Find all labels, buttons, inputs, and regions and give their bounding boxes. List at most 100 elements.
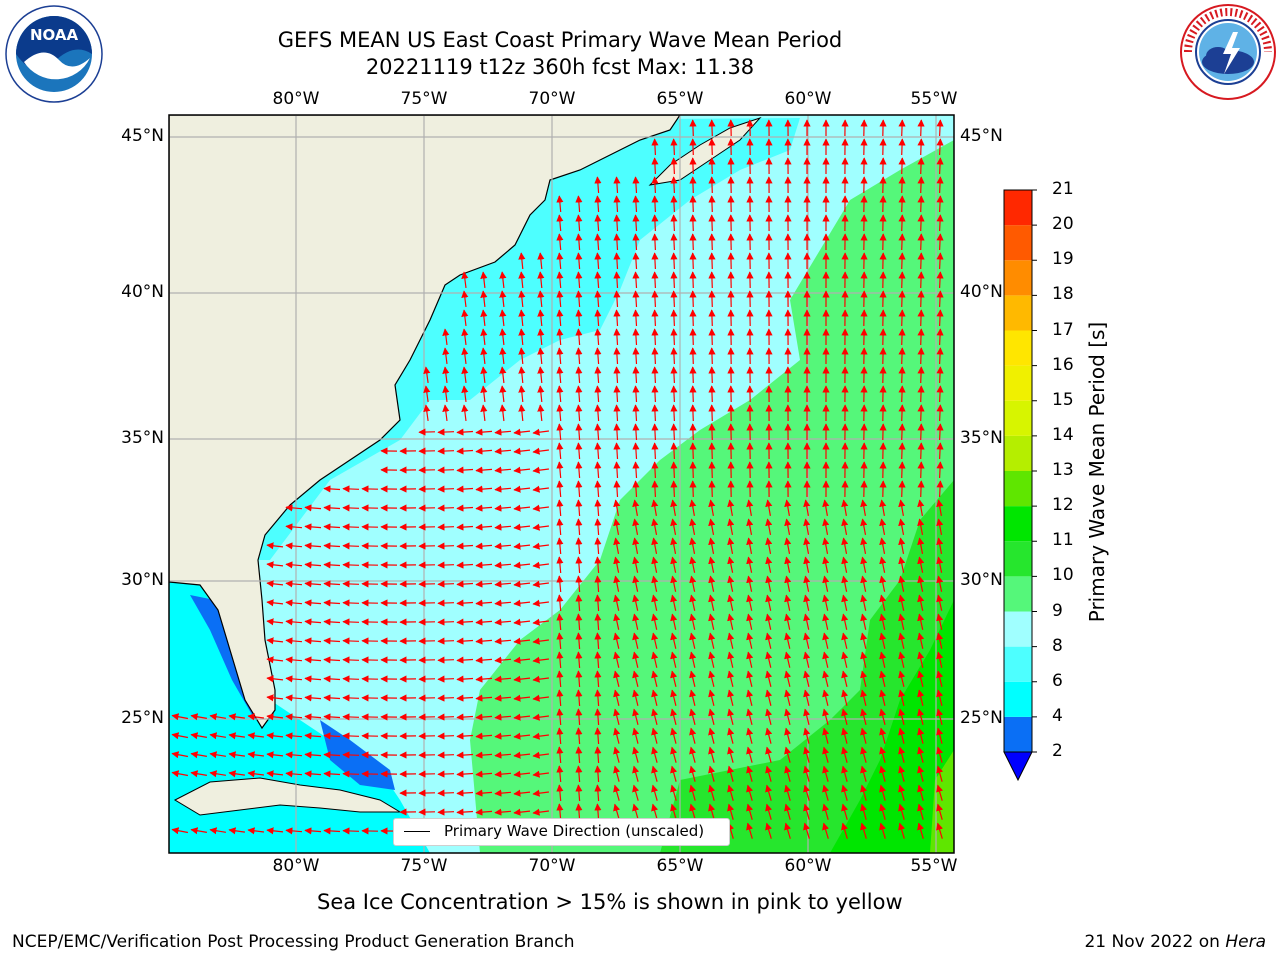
wave-direction-arrow <box>475 808 493 816</box>
wave-direction-arrow <box>689 271 697 289</box>
wave-direction-arrow <box>917 822 925 839</box>
wave-direction-arrow <box>708 651 716 668</box>
wave-direction-arrow <box>670 518 678 536</box>
colorbar-tick-label: 14 <box>1052 424 1074 445</box>
wave-direction-arrow <box>670 252 678 270</box>
wave-direction-arrow <box>651 784 659 801</box>
wave-direction-arrow <box>518 404 526 422</box>
wave-direction-arrow <box>247 827 264 835</box>
wave-direction-arrow <box>727 499 735 517</box>
wave-direction-arrow <box>480 347 488 364</box>
wave-direction-arrow <box>437 428 455 436</box>
wave-direction-arrow <box>841 651 849 668</box>
wave-direction-arrow <box>708 765 716 782</box>
wave-direction-arrow <box>423 404 431 421</box>
wave-direction-arrow <box>494 713 512 721</box>
wave-direction-arrow <box>285 827 303 835</box>
wave-direction-arrow <box>532 656 549 664</box>
wave-direction-arrow <box>613 746 621 763</box>
wave-direction-arrow <box>841 537 849 555</box>
colorbar-segment <box>1004 295 1032 331</box>
wave-direction-arrow <box>494 542 512 550</box>
footer-machine: Hera <box>1225 932 1266 952</box>
wave-direction-arrow <box>860 632 868 649</box>
wave-direction-arrow <box>879 518 887 536</box>
wave-direction-arrow <box>594 176 602 194</box>
wave-direction-arrow <box>708 442 716 460</box>
wave-direction-arrow <box>437 618 455 626</box>
wave-direction-arrow <box>518 328 526 346</box>
wave-direction-arrow <box>513 599 531 607</box>
wave-direction-arrow <box>898 138 906 156</box>
wave-direction-arrow <box>917 765 925 782</box>
wave-direction-arrow <box>841 727 849 744</box>
wave-direction-arrow <box>670 784 678 801</box>
wave-direction-arrow <box>841 784 849 801</box>
wave-direction-arrow <box>746 727 754 744</box>
lat-label-left: 45°N <box>121 126 164 146</box>
wave-direction-arrow <box>266 751 284 759</box>
wave-direction-arrow <box>689 195 697 213</box>
wave-direction-arrow <box>708 613 716 630</box>
wave-direction-arrow <box>556 689 564 707</box>
wave-direction-arrow <box>651 670 659 687</box>
wave-direction-arrow <box>689 214 697 232</box>
wave-direction-arrow <box>670 347 678 365</box>
wave-direction-arrow <box>556 727 564 745</box>
wave-direction-arrow <box>917 670 925 687</box>
wave-direction-arrow <box>594 613 602 631</box>
wave-direction-arrow <box>689 575 697 592</box>
wave-direction-arrow <box>898 803 906 820</box>
wave-direction-arrow <box>594 632 602 650</box>
wave-direction-arrow <box>879 594 887 611</box>
wave-direction-arrow <box>632 233 640 251</box>
wave-direction-arrow <box>594 461 602 479</box>
wave-direction-arrow <box>304 675 322 683</box>
wave-direction-arrow <box>917 594 925 611</box>
wave-direction-arrow <box>494 599 512 607</box>
wave-direction-arrow <box>613 784 621 801</box>
wave-direction-arrow <box>879 803 887 820</box>
wave-direction-arrow <box>228 751 245 759</box>
wave-direction-arrow <box>917 727 925 744</box>
wave-direction-arrow <box>171 827 189 835</box>
wave-direction-arrow <box>936 119 944 137</box>
wave-direction-arrow <box>708 214 716 232</box>
wave-direction-arrow <box>689 613 697 630</box>
wave-direction-arrow <box>898 746 906 763</box>
wave-direction-arrow <box>917 461 925 479</box>
wave-direction-arrow <box>860 575 868 592</box>
wave-direction-arrow <box>475 599 493 607</box>
wave-direction-arrow <box>475 523 493 531</box>
wave-direction-arrow <box>822 518 830 536</box>
wave-direction-arrow <box>323 523 341 531</box>
wave-direction-arrow <box>651 537 659 555</box>
wave-direction-arrow <box>651 594 659 611</box>
wave-direction-arrow <box>708 480 716 498</box>
wave-direction-arrow <box>342 732 360 740</box>
wave-direction-arrow <box>632 594 640 611</box>
wave-direction-arrow <box>594 518 602 536</box>
wave-direction-arrow <box>594 746 602 764</box>
colorbar-segment <box>1004 576 1032 612</box>
wave-direction-arrow <box>822 746 830 763</box>
wave-direction-arrow <box>822 670 830 687</box>
wave-direction-arrow <box>917 499 925 517</box>
wave-direction-arrow <box>898 290 906 308</box>
wave-direction-arrow <box>841 632 849 649</box>
wave-direction-arrow <box>746 746 754 763</box>
wave-direction-arrow <box>860 518 868 536</box>
wave-direction-arrow <box>708 746 716 763</box>
wave-direction-arrow <box>632 252 640 270</box>
wave-direction-arrow <box>594 442 602 460</box>
wave-direction-arrow <box>613 442 621 460</box>
wave-direction-arrow <box>898 176 906 194</box>
wave-direction-arrow <box>765 632 773 649</box>
wave-direction-arrow <box>708 385 716 403</box>
wave-direction-arrow <box>342 637 360 645</box>
wave-direction-arrow <box>532 751 549 759</box>
wave-direction-arrow <box>670 195 678 213</box>
wave-direction-arrow <box>727 708 735 725</box>
wave-direction-arrow <box>494 694 512 702</box>
wave-direction-arrow <box>613 423 621 441</box>
